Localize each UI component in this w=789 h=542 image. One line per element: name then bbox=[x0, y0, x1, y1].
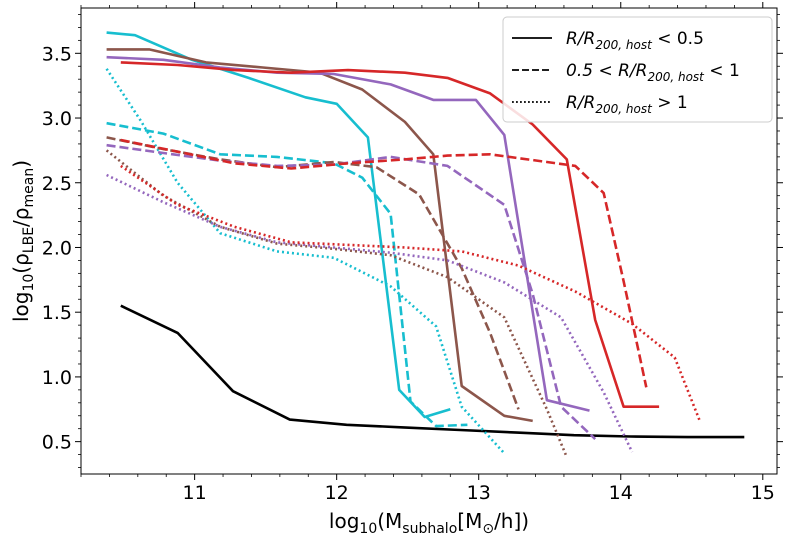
x-tick-label: 11 bbox=[183, 482, 207, 504]
y-tick-label: 1.5 bbox=[42, 302, 72, 324]
y-axis-label: log10(ρLBE/ρmean) bbox=[9, 160, 37, 322]
x-tick-label: 14 bbox=[609, 482, 633, 504]
series-line-purple-solid bbox=[106, 55, 590, 412]
y-tick-label: 2.5 bbox=[42, 173, 72, 195]
y-tick-label: 1.0 bbox=[42, 367, 72, 389]
series-layer bbox=[105, 31, 745, 458]
x-axis-label: log10(Msubhalo[M⊙/h]) bbox=[329, 509, 529, 537]
y-tick-label: 3.5 bbox=[42, 43, 72, 65]
series-line-purple-dotted bbox=[106, 173, 634, 453]
legend: R/R200, host < 0.5 0.5 < R/R200, host < … bbox=[502, 16, 773, 123]
x-tick-label: 13 bbox=[467, 482, 491, 504]
series-line-cyan-dashed bbox=[106, 121, 468, 428]
y-tick-label: 3.0 bbox=[42, 108, 72, 130]
x-tick-label: 15 bbox=[751, 482, 775, 504]
series-line-red-dashed bbox=[120, 138, 648, 388]
y-tick-label: 0.5 bbox=[42, 432, 72, 454]
series-line-purple-dashed bbox=[106, 143, 597, 441]
legend-box bbox=[502, 16, 773, 123]
ticks-layer: 11 12 13 14 15 0.5 1.0 1.5 2.0 2.5 3.0 3.5 bbox=[42, 2, 783, 504]
series-line-black-solid bbox=[120, 304, 745, 439]
y-tick-label: 2.0 bbox=[42, 237, 72, 259]
plot-frame bbox=[80, 7, 778, 475]
legend-label-dashed: 0.5 < R/R200, host < 1 bbox=[566, 61, 740, 84]
series-line-brown-solid bbox=[106, 48, 533, 423]
series-line-red-dotted bbox=[120, 164, 702, 423]
x-tick-label: 12 bbox=[325, 482, 349, 504]
series-line-brown-dotted bbox=[105, 149, 569, 458]
legend-label-solid: R/R200, host < 0.5 bbox=[566, 29, 704, 52]
series-line-red-solid bbox=[120, 61, 660, 408]
legend-label-dotted: R/R200, host > 1 bbox=[566, 93, 688, 116]
